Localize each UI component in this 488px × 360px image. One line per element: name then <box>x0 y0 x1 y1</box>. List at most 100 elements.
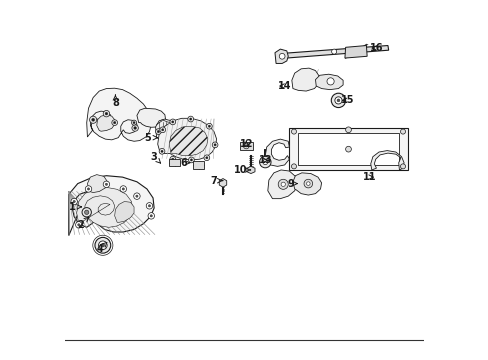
Circle shape <box>112 120 117 126</box>
Polygon shape <box>370 150 403 170</box>
Circle shape <box>331 49 336 54</box>
Circle shape <box>187 116 193 122</box>
Circle shape <box>148 213 154 219</box>
Circle shape <box>259 156 270 168</box>
Circle shape <box>243 143 249 149</box>
Circle shape <box>133 193 140 199</box>
Circle shape <box>99 241 107 249</box>
Text: 3: 3 <box>150 152 160 163</box>
Circle shape <box>281 182 285 186</box>
Circle shape <box>71 198 77 205</box>
Circle shape <box>262 159 267 165</box>
Circle shape <box>306 182 309 185</box>
Circle shape <box>78 224 80 226</box>
Circle shape <box>189 118 191 120</box>
Circle shape <box>82 208 91 217</box>
Circle shape <box>157 130 159 133</box>
Polygon shape <box>274 49 287 63</box>
Polygon shape <box>297 134 399 165</box>
Circle shape <box>113 121 116 124</box>
Text: 2: 2 <box>77 217 89 230</box>
Circle shape <box>92 118 94 121</box>
Circle shape <box>131 120 136 125</box>
Text: 13: 13 <box>258 155 271 165</box>
Polygon shape <box>169 159 180 166</box>
Circle shape <box>206 123 212 129</box>
Polygon shape <box>97 115 115 131</box>
Circle shape <box>159 148 164 154</box>
Circle shape <box>326 78 333 85</box>
Circle shape <box>336 99 339 102</box>
Text: 15: 15 <box>340 95 354 105</box>
Circle shape <box>148 205 150 207</box>
Circle shape <box>278 179 287 189</box>
Text: 4: 4 <box>97 242 106 254</box>
Circle shape <box>134 127 136 129</box>
Text: 5: 5 <box>144 133 157 143</box>
Circle shape <box>169 156 175 162</box>
Polygon shape <box>169 126 207 156</box>
Polygon shape <box>246 166 254 174</box>
Polygon shape <box>158 118 216 160</box>
Circle shape <box>304 179 312 188</box>
Circle shape <box>87 188 89 190</box>
Circle shape <box>122 188 124 190</box>
Polygon shape <box>265 139 289 166</box>
Polygon shape <box>276 45 388 59</box>
Polygon shape <box>87 175 107 193</box>
Circle shape <box>76 222 82 228</box>
Text: 14: 14 <box>277 81 291 91</box>
Text: 11: 11 <box>362 172 375 182</box>
Circle shape <box>161 150 163 152</box>
Circle shape <box>171 158 174 160</box>
Circle shape <box>400 164 405 169</box>
Circle shape <box>84 210 89 215</box>
Circle shape <box>334 97 341 104</box>
Polygon shape <box>192 161 204 169</box>
Polygon shape <box>115 202 134 222</box>
Circle shape <box>190 159 192 161</box>
Circle shape <box>105 112 107 115</box>
Circle shape <box>169 119 175 125</box>
Circle shape <box>146 203 152 209</box>
Circle shape <box>345 146 351 152</box>
Text: 9: 9 <box>286 179 297 189</box>
Circle shape <box>244 145 247 147</box>
Circle shape <box>101 243 104 247</box>
Text: 16: 16 <box>370 43 383 53</box>
Circle shape <box>330 93 345 108</box>
Circle shape <box>133 122 135 123</box>
Circle shape <box>162 129 163 131</box>
Polygon shape <box>291 68 319 91</box>
Circle shape <box>171 121 174 123</box>
Polygon shape <box>219 179 226 187</box>
Polygon shape <box>155 119 174 139</box>
Circle shape <box>89 116 97 123</box>
Circle shape <box>85 186 92 192</box>
Circle shape <box>132 125 138 131</box>
Circle shape <box>205 157 207 159</box>
Polygon shape <box>267 170 297 199</box>
Polygon shape <box>289 128 407 170</box>
Polygon shape <box>69 176 154 235</box>
Circle shape <box>212 142 218 148</box>
Circle shape <box>155 129 161 134</box>
Polygon shape <box>137 108 165 127</box>
Circle shape <box>160 127 165 133</box>
Polygon shape <box>292 173 321 195</box>
Circle shape <box>150 215 152 217</box>
Circle shape <box>95 237 110 253</box>
Circle shape <box>120 186 126 192</box>
Circle shape <box>291 129 296 134</box>
Circle shape <box>136 195 138 197</box>
Polygon shape <box>239 141 252 150</box>
Polygon shape <box>315 74 343 90</box>
Circle shape <box>400 129 405 134</box>
Circle shape <box>103 111 109 117</box>
Circle shape <box>73 201 75 203</box>
Circle shape <box>291 164 296 169</box>
Text: 12: 12 <box>239 139 252 149</box>
Text: 8: 8 <box>112 95 119 108</box>
Text: 10: 10 <box>234 165 250 175</box>
Polygon shape <box>86 88 151 141</box>
